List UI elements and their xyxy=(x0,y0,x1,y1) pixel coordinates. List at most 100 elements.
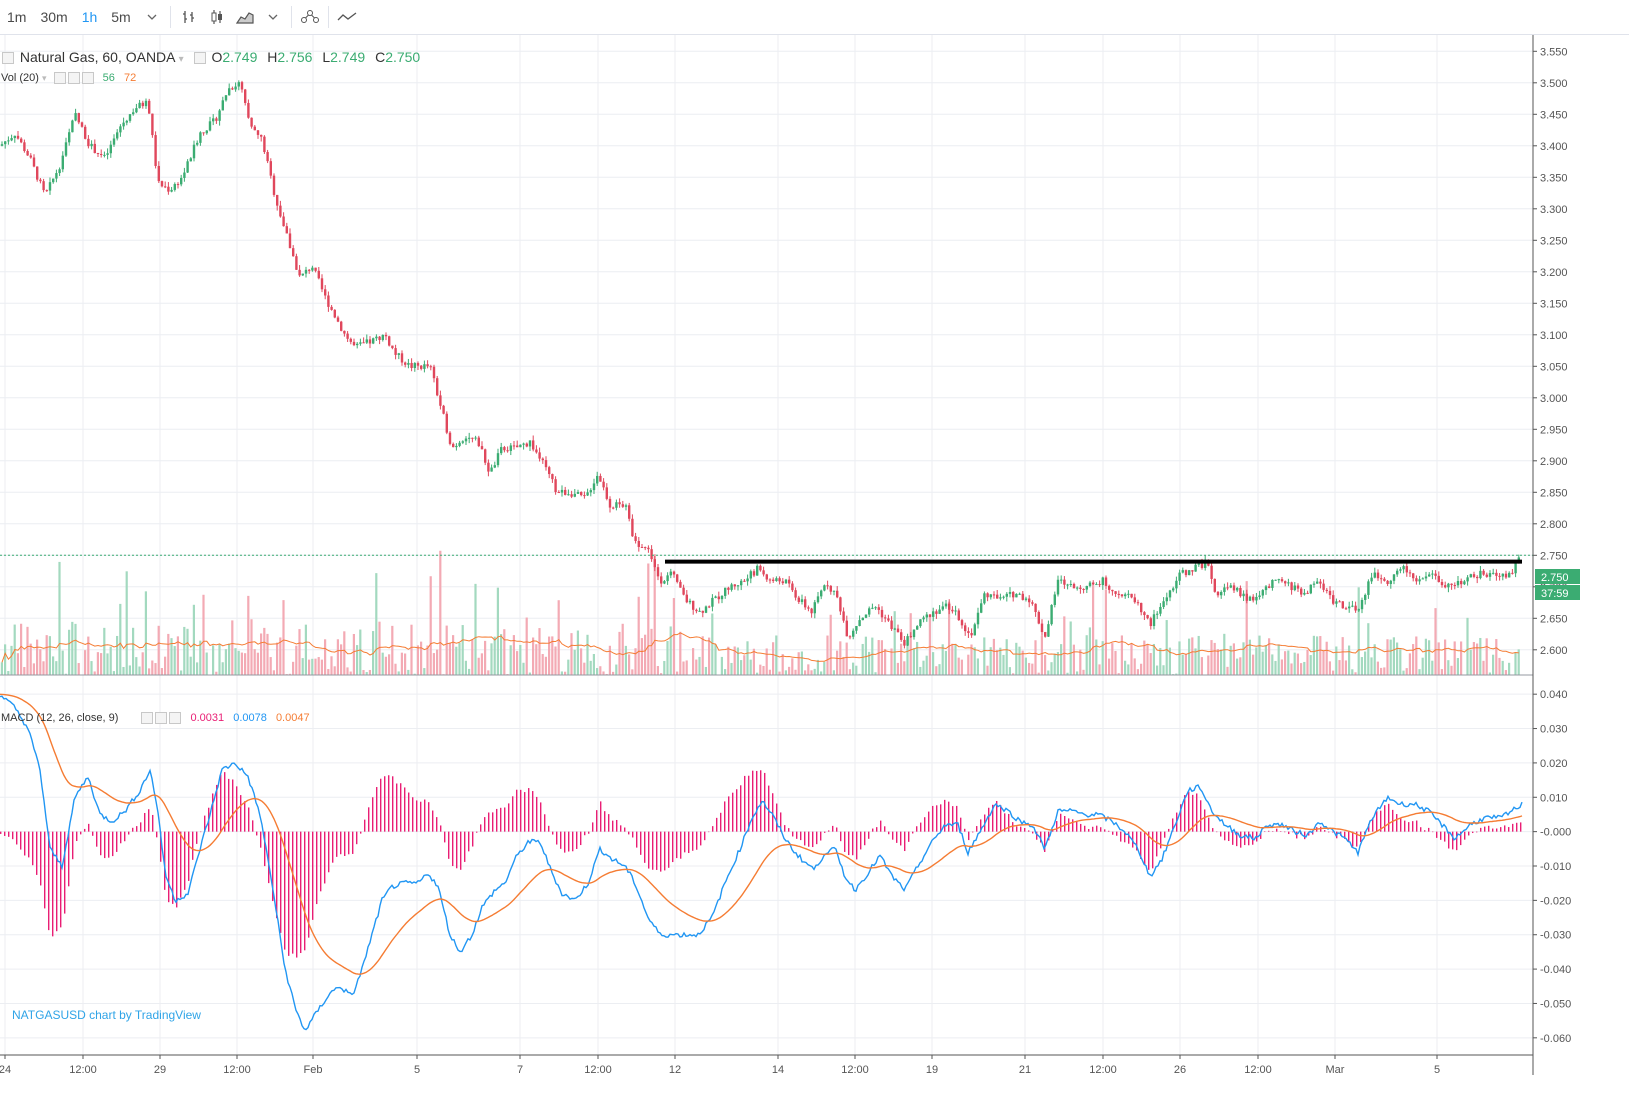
volume-indicator-label[interactable]: Vol (20) xyxy=(1,72,39,84)
macd-histogram-bar xyxy=(1120,832,1121,842)
macd-histogram-bar xyxy=(1152,832,1153,869)
candle-body xyxy=(868,608,870,614)
macd-histogram-bar xyxy=(456,832,457,869)
bar-chart-icon[interactable] xyxy=(175,0,203,34)
candle-body xyxy=(567,494,569,495)
candle-body xyxy=(1226,587,1228,588)
candle-body xyxy=(839,597,841,611)
volume-bar xyxy=(1082,670,1084,675)
volume-bar xyxy=(945,651,947,675)
macd-histogram-bar xyxy=(1436,832,1437,838)
settings-icon[interactable] xyxy=(68,72,80,84)
macd-histogram-bar xyxy=(1468,832,1469,836)
close-icon[interactable] xyxy=(169,712,181,724)
macd-histogram-bar xyxy=(0,832,1,834)
candle-body xyxy=(417,363,419,366)
volume-bar xyxy=(673,598,675,675)
volume-bar xyxy=(129,665,131,675)
chevron-down-icon[interactable] xyxy=(138,0,166,34)
volume-bar xyxy=(49,636,51,675)
collapse-icon[interactable] xyxy=(2,52,14,64)
area-chart-icon[interactable] xyxy=(231,0,259,34)
compare-line-icon[interactable] xyxy=(333,0,361,34)
candle-body xyxy=(807,607,809,608)
interval-5m-button[interactable]: 5m xyxy=(104,0,137,34)
tradingview-watermark[interactable]: NATGASUSD chart by TradingView xyxy=(12,1008,201,1022)
macd-histogram-bar xyxy=(732,793,733,832)
candle-body xyxy=(938,610,940,614)
macd-histogram-bar xyxy=(1264,832,1265,833)
indicators-icon[interactable] xyxy=(296,0,324,34)
chevron-down-icon[interactable]: ▾ xyxy=(42,73,47,83)
candle-body xyxy=(1156,614,1158,615)
candle-body xyxy=(55,173,57,179)
settings-icon[interactable] xyxy=(194,52,206,64)
volume-bar xyxy=(894,611,896,675)
candle-body xyxy=(106,153,108,155)
candle-body xyxy=(234,87,236,90)
volume-bar xyxy=(1252,655,1254,675)
volume-bar xyxy=(1226,667,1228,675)
macd-histogram-bar xyxy=(944,800,945,832)
chevron-down-icon[interactable] xyxy=(259,0,287,34)
candle-body xyxy=(730,584,732,589)
volume-bar xyxy=(263,628,265,675)
volume-bar xyxy=(801,651,803,675)
visibility-icon[interactable] xyxy=(141,712,153,724)
macd-indicator-label[interactable]: MACD (12, 26, close, 9) xyxy=(1,712,118,724)
volume-bar xyxy=(1428,640,1430,675)
volume-bar xyxy=(1297,654,1299,675)
volume-bar xyxy=(1303,662,1305,675)
volume-bar xyxy=(10,646,12,675)
volume-bar xyxy=(228,644,230,675)
volume-bar xyxy=(942,644,944,675)
candle-body xyxy=(810,609,812,614)
price-chart[interactable]: 3.5503.5003.4503.4003.3503.3003.2503.200… xyxy=(0,35,1629,1090)
volume-bar xyxy=(174,646,176,675)
volume-bar xyxy=(1329,661,1331,675)
volume-bar xyxy=(526,618,528,675)
volume-bar xyxy=(1364,652,1366,675)
candle-body xyxy=(1498,576,1500,577)
macd-histogram-bar xyxy=(1224,832,1225,841)
candle-body xyxy=(737,585,739,586)
time-axis-label: 12:00 xyxy=(1244,1064,1272,1076)
macd-histogram-bar xyxy=(676,832,677,858)
volume-bar xyxy=(39,649,41,675)
macd-histogram-bar xyxy=(788,828,789,832)
macd-histogram-bar xyxy=(904,832,905,851)
macd-histogram-bar xyxy=(716,818,717,832)
macd-histogram-bar xyxy=(576,832,577,849)
candle-body xyxy=(1396,571,1398,575)
interval-30m-button[interactable]: 30m xyxy=(33,0,74,34)
volume-bar xyxy=(84,650,86,675)
high-value: 2.756 xyxy=(277,49,312,65)
candle-body xyxy=(692,601,694,610)
candle-body xyxy=(1271,580,1273,588)
candlestick-icon[interactable] xyxy=(203,0,231,34)
volume-bar xyxy=(881,640,883,675)
macd-histogram-bar xyxy=(68,832,69,887)
candle-body xyxy=(778,578,780,581)
close-icon[interactable] xyxy=(82,72,94,84)
candle-body xyxy=(465,439,467,442)
volume-bar xyxy=(916,642,918,675)
candle-body xyxy=(410,363,412,368)
macd-histogram-bar xyxy=(528,788,529,832)
candle-body xyxy=(954,610,956,611)
macd-histogram-bar xyxy=(1500,827,1501,832)
visibility-icon[interactable] xyxy=(54,72,66,84)
volume-bar xyxy=(183,627,185,675)
candle-body xyxy=(20,139,22,143)
volume-bar xyxy=(138,667,140,675)
symbol-title[interactable]: Natural Gas, 60, OANDA xyxy=(20,49,175,65)
interval-1h-button[interactable]: 1h xyxy=(75,0,105,34)
macd-histogram-bar xyxy=(304,832,305,951)
chevron-down-icon[interactable]: ▾ xyxy=(179,54,184,65)
settings-icon[interactable] xyxy=(155,712,167,724)
volume-bar xyxy=(1274,661,1276,675)
interval-1m-button[interactable]: 1m xyxy=(0,0,33,34)
volume-bar xyxy=(145,591,147,675)
volume-bar xyxy=(1025,658,1027,675)
